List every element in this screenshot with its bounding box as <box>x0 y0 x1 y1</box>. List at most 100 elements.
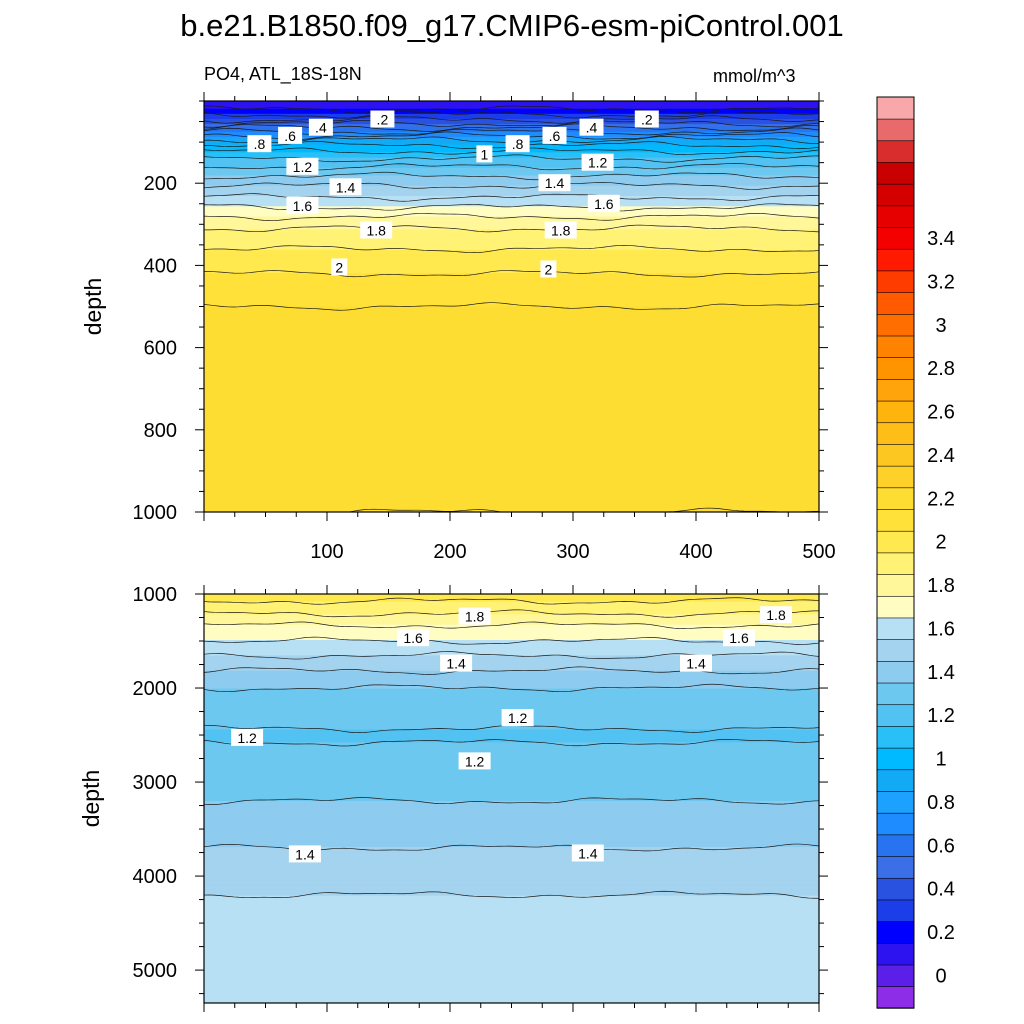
contour-band <box>204 670 819 675</box>
contour-band <box>204 985 819 989</box>
contour-band <box>204 242 819 246</box>
contour-band <box>204 793 819 797</box>
contour-band <box>204 637 819 641</box>
contour-band <box>204 928 819 933</box>
contour-label: .4 <box>308 118 333 136</box>
contour-label-bg <box>581 153 614 171</box>
contour-band <box>204 450 819 454</box>
contour-label-bg <box>634 110 659 128</box>
contour-band <box>204 293 819 298</box>
colorbar-label: 1.8 <box>927 575 955 597</box>
contour-band <box>204 785 819 790</box>
contour-label-text: 1.6 <box>403 630 423 646</box>
contour-label-bg <box>476 145 493 163</box>
colorbar-swatch <box>876 400 915 424</box>
contour-band <box>204 887 819 892</box>
contour-band <box>204 619 819 623</box>
contour-band <box>204 770 819 774</box>
contour-label-text: 1 <box>481 146 489 162</box>
contour-label: .8 <box>247 135 272 153</box>
contour-band <box>204 811 819 815</box>
colorbar-label: 2.4 <box>927 445 955 467</box>
y-axis-label: depth <box>78 770 104 828</box>
contour-band <box>204 686 819 690</box>
contour-band <box>204 990 819 994</box>
contour-label: 1.4 <box>440 654 473 672</box>
contour-label-text: 1.2 <box>465 753 485 769</box>
contour-band <box>204 229 819 233</box>
contour-field: 1.8 1.8 1.6 1.6 1.4 1.4 1.2 1.2 1.2 1.4 1.4 <box>204 594 819 1003</box>
contour-label: .4 <box>579 118 604 136</box>
contour-band <box>204 632 819 636</box>
contour-band <box>204 491 819 495</box>
contour-field: .2 .4 .6 .8 1.2 1.4 1.6 1.8 2 .2 .4 .6 .8 1 1.2 1.4 1.6 1… <box>204 101 819 512</box>
colorbar-label: 3.2 <box>927 271 955 293</box>
colorbar-label: 1.2 <box>927 705 955 727</box>
contour-band <box>204 765 819 769</box>
contour-label: 1.2 <box>231 728 264 746</box>
contour-band <box>204 675 819 680</box>
contour-label-text: 1.6 <box>594 196 614 212</box>
contour-band <box>204 900 819 905</box>
contour-label-bg <box>587 194 620 212</box>
contour-band <box>204 101 819 105</box>
contour-label: 1.4 <box>329 178 362 196</box>
contour-band <box>204 839 819 843</box>
contour-band <box>204 634 819 639</box>
contour-band <box>204 882 819 887</box>
colorbar-swatch <box>876 877 915 901</box>
contour-label-text: 1.8 <box>465 609 485 625</box>
contour-band <box>204 673 819 677</box>
colorbar-swatch <box>876 161 915 185</box>
contour-band <box>204 834 819 838</box>
contour-band <box>204 452 819 457</box>
contour-line <box>204 797 819 805</box>
contour-label-bg <box>505 135 530 153</box>
contour-label-text: 1.6 <box>729 630 749 646</box>
y-tick-label: 5000 <box>133 960 178 982</box>
contour-band <box>204 470 819 475</box>
contour-band <box>204 350 819 354</box>
contour-band <box>204 742 819 746</box>
colorbar-label: 1 <box>935 749 946 771</box>
contour-band <box>204 224 819 228</box>
contour-band <box>204 701 819 705</box>
contour-band <box>204 870 819 874</box>
contour-band <box>204 857 819 861</box>
contour-band <box>204 411 819 416</box>
colorbar-swatch <box>876 682 915 706</box>
contour-line <box>204 171 819 181</box>
contour-band <box>204 232 819 236</box>
contour-band <box>204 370 819 375</box>
contour-label-bg <box>286 196 319 214</box>
colorbar-swatch <box>876 356 915 380</box>
contour-band <box>204 157 819 161</box>
contour-band <box>204 316 819 321</box>
colorbar-swatch <box>876 335 915 358</box>
contour-label-bg <box>501 709 534 727</box>
contour-line <box>204 115 819 124</box>
colorbar-label: 0.4 <box>927 879 955 901</box>
contour-band <box>204 813 819 818</box>
contour-band <box>204 918 819 922</box>
contour-band <box>204 288 819 292</box>
contour-band <box>204 818 819 823</box>
contour-band <box>204 836 819 841</box>
contour-label: 1.2 <box>581 153 614 171</box>
contour-band <box>204 332 819 336</box>
contour-band <box>204 206 819 210</box>
contour-label-text: 1.4 <box>545 175 565 191</box>
contour-label-bg <box>329 178 362 196</box>
contour-band <box>204 885 819 889</box>
colorbar-swatch <box>876 769 915 792</box>
contour-band <box>204 416 819 421</box>
colorbar-label: 3.4 <box>927 228 955 250</box>
x-tick-label: 400 <box>679 541 712 563</box>
colorbar-swatch <box>876 118 915 142</box>
y-tick-label: 400 <box>144 255 177 277</box>
contour-line <box>204 127 819 136</box>
y-tick-label: 2000 <box>133 678 178 700</box>
colorbar-swatch <box>876 552 915 575</box>
contour-line <box>204 636 819 645</box>
contour-label-text: 1.4 <box>446 656 466 672</box>
